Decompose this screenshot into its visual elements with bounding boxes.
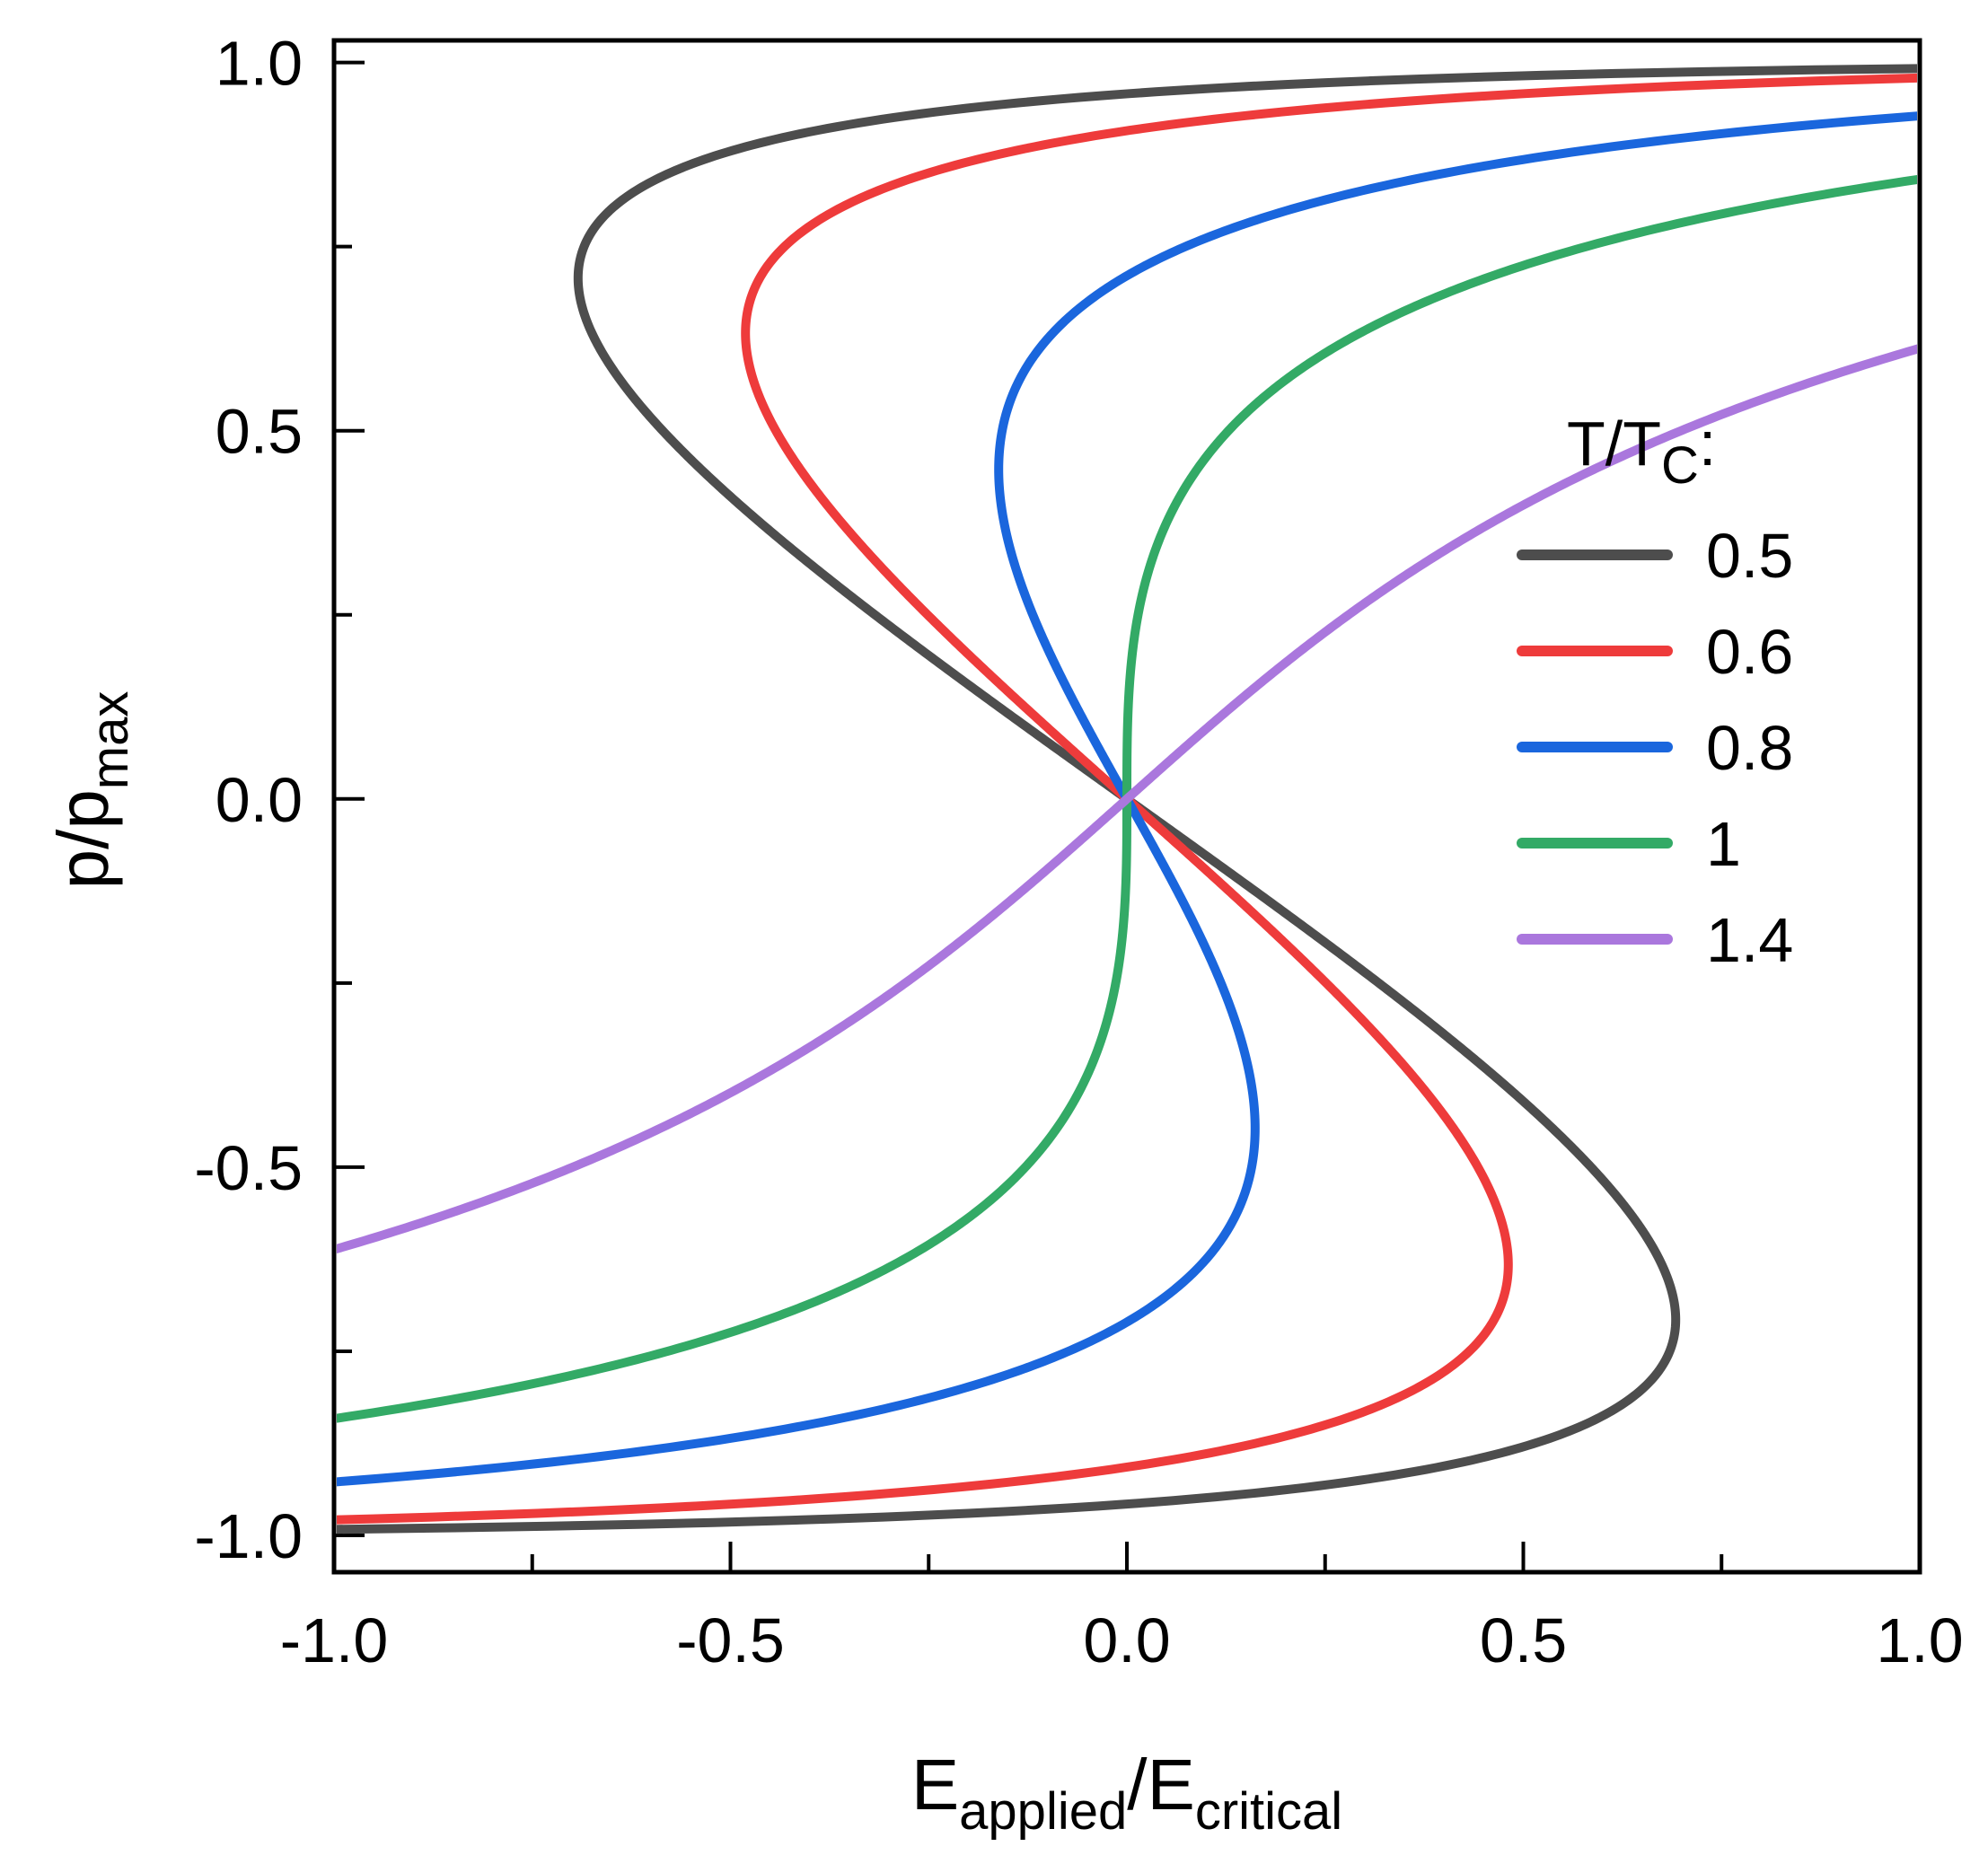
y-tick-label: -0.5 bbox=[194, 1133, 303, 1203]
legend-label: 0.5 bbox=[1706, 521, 1793, 591]
y-tick-label: 0.5 bbox=[216, 397, 303, 467]
x-tick-label: 0.5 bbox=[1480, 1605, 1567, 1675]
x-tick-label: -0.5 bbox=[676, 1605, 785, 1675]
series-line-0-5 bbox=[337, 64, 1917, 1534]
legend-label: 0.6 bbox=[1706, 617, 1793, 687]
axis-ticks bbox=[332, 60, 1922, 1572]
x-tick-label: 0.0 bbox=[1083, 1605, 1170, 1675]
x-axis-label: Eapplied/Ecritical bbox=[911, 1745, 1342, 1841]
y-tick-label: -1.0 bbox=[194, 1501, 303, 1571]
x-tick-label: 1.0 bbox=[1876, 1605, 1963, 1675]
series-line-1-4 bbox=[337, 344, 1917, 1254]
x-tick-label: -1.0 bbox=[280, 1605, 389, 1675]
legend-title: T/TC: bbox=[1567, 409, 1716, 495]
y-axis-label: p/pmax bbox=[43, 691, 139, 890]
series-lines bbox=[337, 64, 1917, 1534]
legend-label: 1 bbox=[1706, 809, 1741, 879]
legend: T/TC: 0.5 0.6 0.8 1 1.4 bbox=[1517, 409, 1793, 975]
y-tick-label: 0.0 bbox=[216, 765, 303, 835]
y-tick-label: 1.0 bbox=[216, 29, 303, 99]
axis-tick-labels: -1.0 -0.5 0.0 0.5 1.0 1.0 0.5 0.0 -0.5 -1.0 bbox=[194, 29, 1963, 1675]
legend-label: 0.8 bbox=[1706, 713, 1793, 783]
legend-label: 1.4 bbox=[1706, 905, 1793, 975]
